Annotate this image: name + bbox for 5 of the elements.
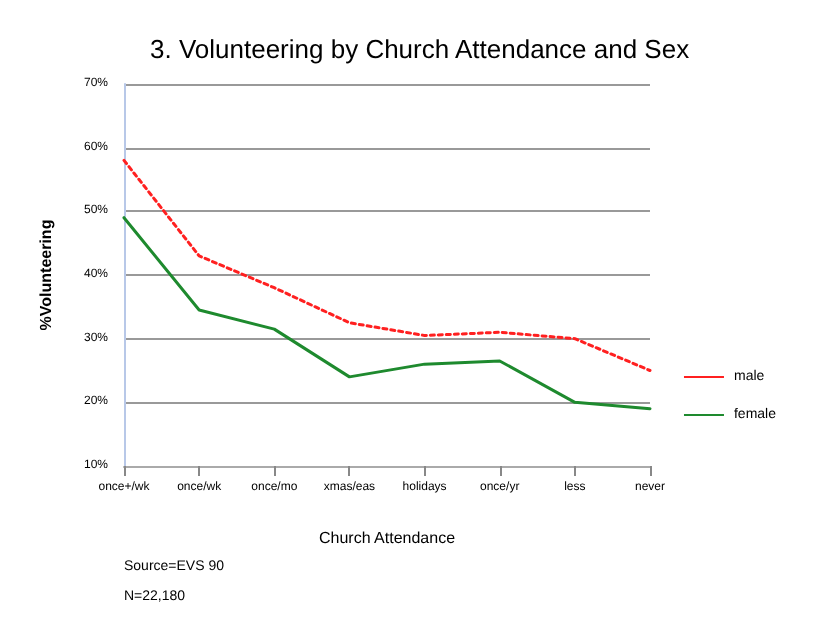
line-series	[122, 216, 652, 411]
x-axis-title: Church Attendance	[318, 529, 457, 547]
y-axis-title: %Volunteering	[37, 219, 55, 331]
line-series	[122, 158, 652, 372]
chart-title: 3. Volunteering by Church Attendance and Sex	[150, 34, 691, 64]
